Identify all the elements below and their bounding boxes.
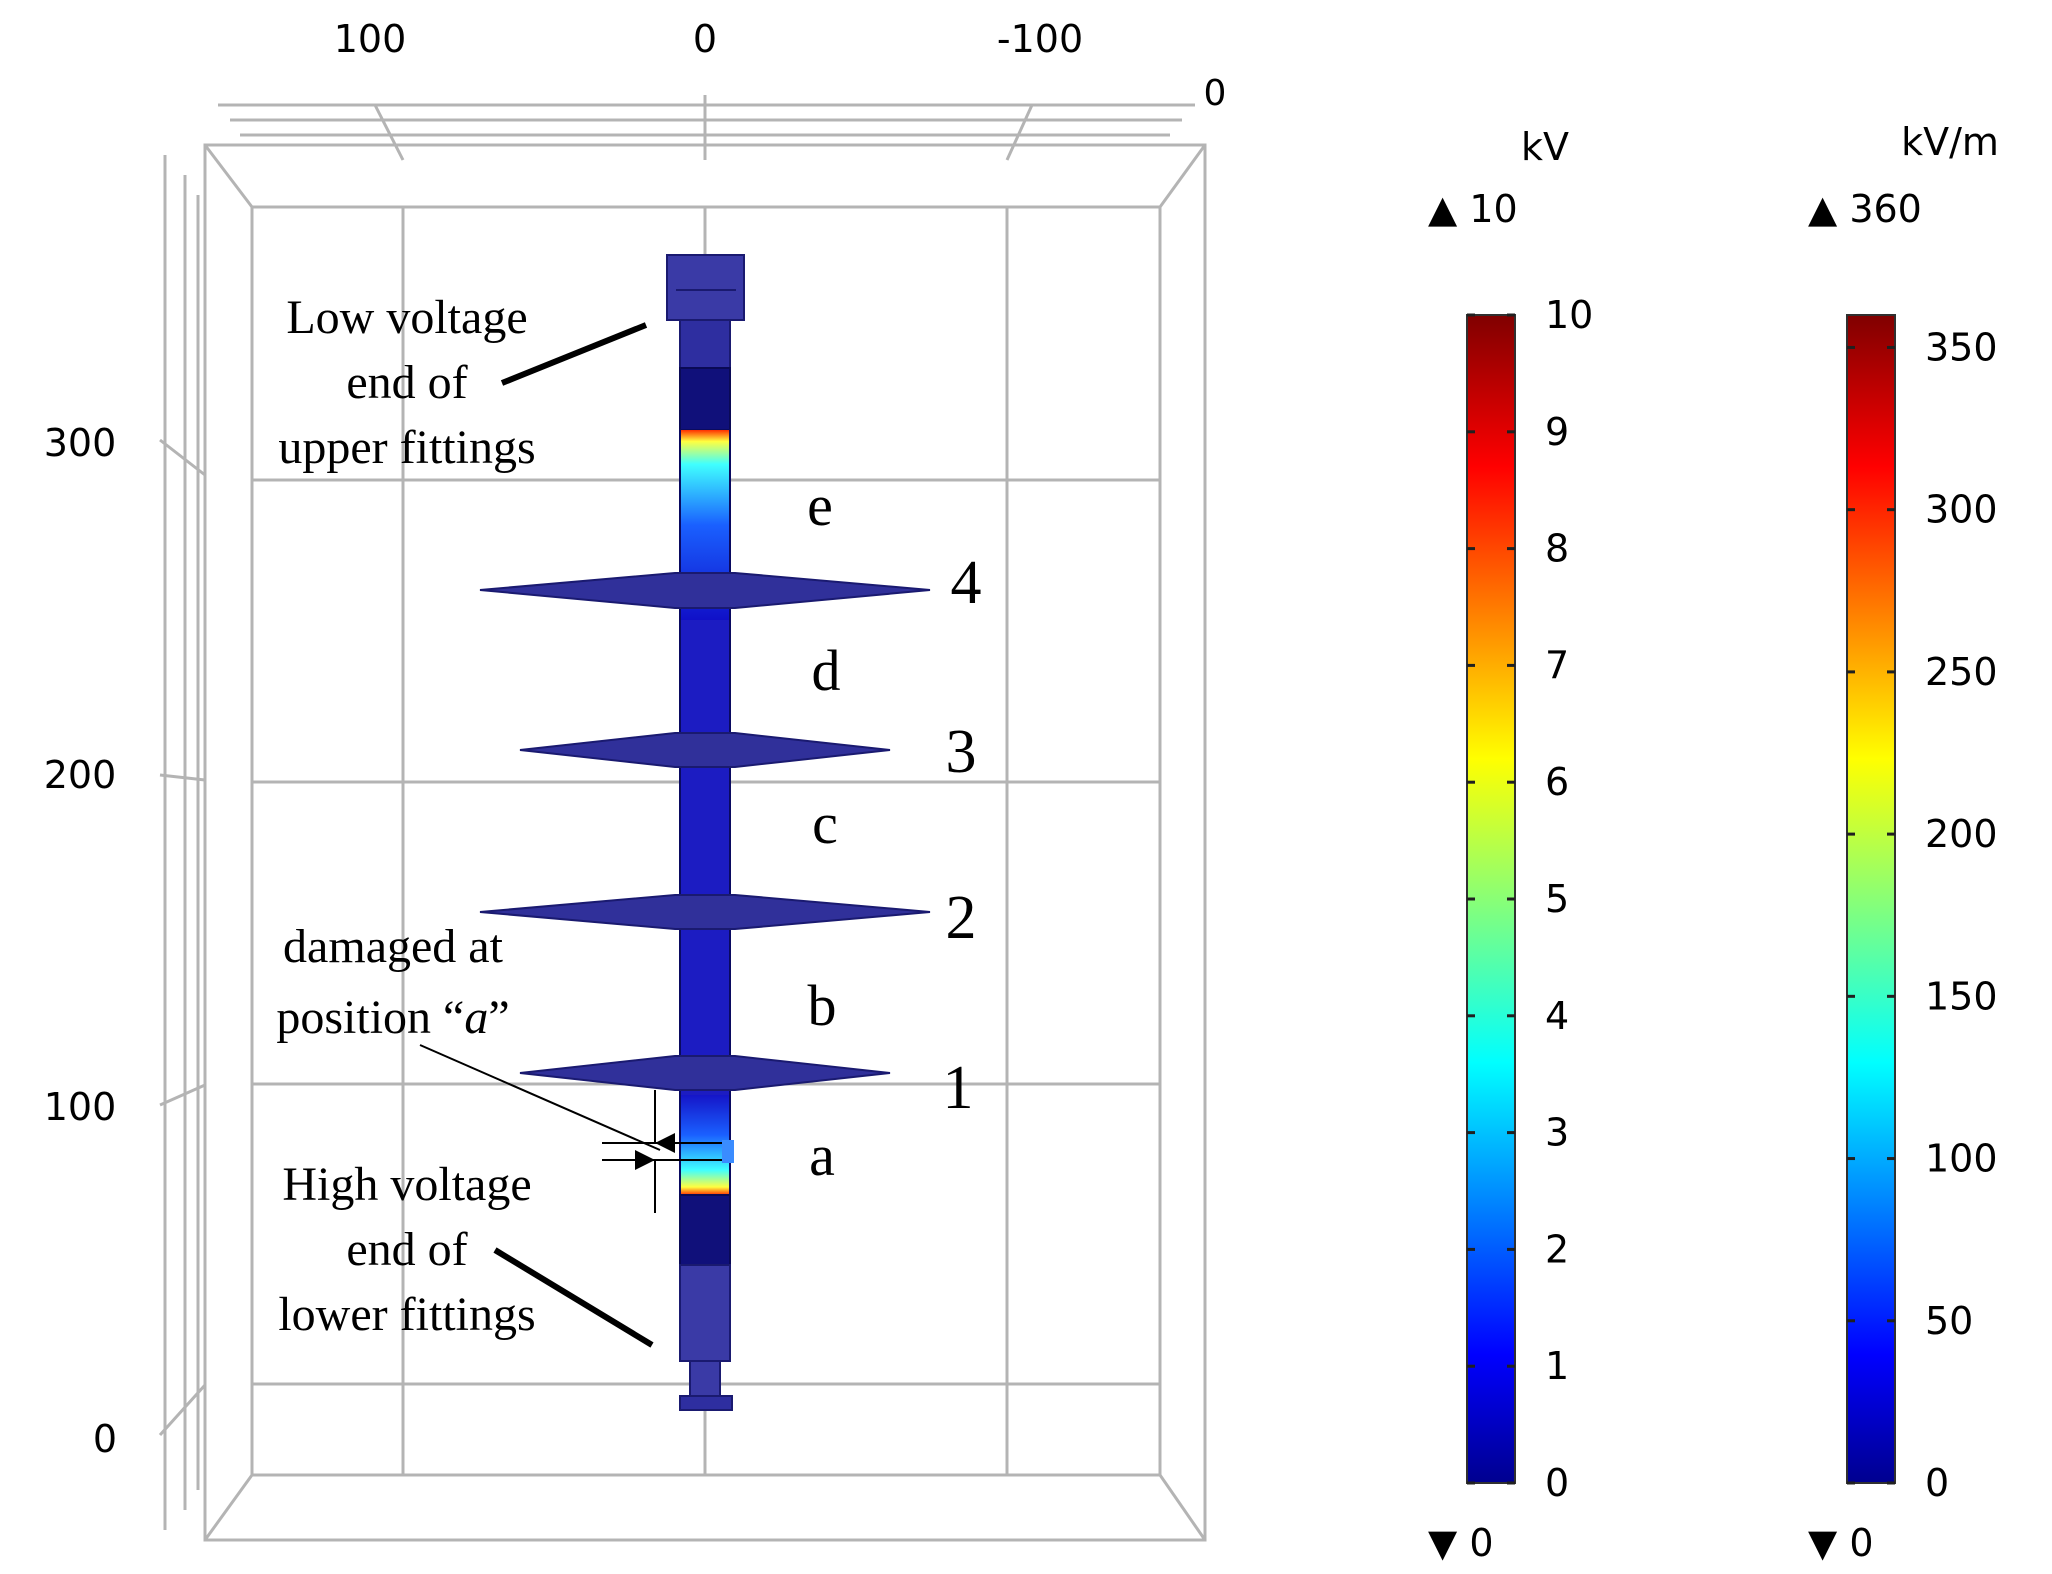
sheds — [479, 572, 931, 1091]
colorbar-tick-label: 9 — [1545, 410, 1569, 454]
colorbar-field-ticks: 350 300 250 200 150 100 50 0 — [1847, 325, 1998, 1505]
insulator-model — [479, 254, 931, 1411]
top-axis-tick — [1005, 104, 1034, 161]
colorbar-tick-label: 150 — [1925, 974, 1998, 1018]
colorbar-tick-label: 7 — [1545, 643, 1569, 687]
lower-fitting-base — [679, 1395, 733, 1411]
colorbar-tick-label: 50 — [1925, 1299, 1973, 1343]
annotation-damaged-line2: position “a” — [276, 991, 509, 1044]
low-voltage-leader — [500, 322, 648, 386]
shed-3 — [519, 732, 891, 768]
annotation-high-voltage-line1: High voltage — [282, 1158, 531, 1211]
annotation-high-voltage-line3: lower fittings — [278, 1288, 535, 1341]
left-axis-tick — [159, 773, 206, 782]
colorbar-tick-label: 250 — [1925, 650, 1998, 694]
damaged-leader — [419, 1044, 661, 1151]
annotation-damaged-line1: damaged at — [283, 920, 504, 973]
segment-label-e: e — [807, 473, 833, 538]
damage-marker — [602, 1090, 730, 1213]
colorbar-field-unit: kV/m — [1901, 120, 1999, 164]
left-axis-tick-label: 200 — [44, 753, 117, 797]
shed-label-2: 2 — [946, 884, 977, 952]
top-axis-tick-label: -100 — [997, 17, 1083, 61]
lower-fitting-body — [679, 1194, 731, 1266]
colorbar-tick-label: 5 — [1545, 877, 1569, 921]
left-axis-tick-label: 300 — [44, 421, 117, 465]
upper-fitting-neck — [679, 319, 731, 369]
colorbar-tick-label: 200 — [1925, 812, 1998, 856]
segment-label-b: b — [808, 973, 837, 1038]
top-axis — [218, 95, 1195, 161]
segment-label-c: c — [812, 791, 838, 856]
colorbar-field-min-marker: ▼ 0 — [1808, 1521, 1874, 1565]
damaged-annotation: damaged at position “a” — [276, 920, 661, 1151]
top-axis-corner-label: 0 — [1204, 73, 1227, 114]
shed-label-3: 3 — [946, 718, 977, 786]
shed-label-4: 4 — [951, 549, 982, 617]
colorbar-tick-label: 350 — [1925, 325, 1998, 369]
colorbar-field: kV/m ▲ 360 350 300 250 200 150 100 50 0 ▼ 0 — [1808, 120, 1999, 1565]
left-axis-tick — [158, 1383, 207, 1437]
lower-field-glow — [681, 1095, 729, 1195]
left-axis-tick-label: 0 — [93, 1417, 117, 1461]
annotation-high-voltage-line2: end of — [346, 1223, 467, 1276]
annotation-low-voltage-line2: end of — [346, 356, 467, 409]
colorbar-tick-label: 0 — [1545, 1461, 1569, 1505]
colorbar-tick-label: 300 — [1925, 488, 1998, 532]
left-axis-tick-label: 100 — [44, 1085, 117, 1129]
colorbar-tick-label: 3 — [1545, 1111, 1569, 1155]
shed-2 — [479, 894, 931, 930]
colorbar-field-gradient — [1846, 314, 1896, 1484]
shed-1 — [519, 1055, 891, 1091]
left-axis-tick — [159, 1083, 206, 1107]
top-axis-tick-label: 0 — [693, 17, 717, 61]
colorbar-tick-label: 0 — [1925, 1461, 1949, 1505]
shed-4 — [479, 572, 931, 609]
colorbar-tick-label: 8 — [1545, 527, 1569, 571]
high-voltage-annotation: High voltage end of lower fittings — [278, 1158, 654, 1348]
upper-fitting-cap — [666, 254, 745, 321]
colorbar-field-max-marker: ▲ 360 — [1808, 187, 1922, 231]
colorbar-tick-label: 10 — [1545, 293, 1593, 337]
colorbar-tick-label: 4 — [1545, 994, 1569, 1038]
upper-fitting-body — [679, 367, 731, 431]
annotation-low-voltage-line3: upper fittings — [278, 421, 535, 474]
shed-label-1: 1 — [943, 1054, 974, 1122]
colorbar-voltage-unit: kV — [1521, 125, 1569, 169]
low-voltage-annotation: Low voltage end of upper fittings — [278, 291, 648, 474]
lower-fitting-neck — [679, 1264, 731, 1362]
segment-label-a: a — [809, 1123, 835, 1188]
box-edge — [1158, 144, 1207, 208]
colorbar-tick-label: 2 — [1545, 1227, 1569, 1271]
top-axis-tick — [373, 104, 405, 161]
colorbar-tick-label: 100 — [1925, 1137, 1998, 1181]
box-edge — [1158, 1474, 1207, 1541]
left-axis — [158, 155, 207, 1530]
colorbar-tick-label: 6 — [1545, 760, 1569, 804]
box-edge — [203, 1474, 254, 1541]
annotation-low-voltage-line1: Low voltage — [286, 291, 527, 344]
box-edge — [203, 144, 254, 208]
high-voltage-leader — [493, 1247, 654, 1348]
colorbar-voltage-max-marker: ▲ 10 — [1428, 187, 1518, 231]
segment-label-d: d — [812, 638, 841, 703]
left-axis-tick — [159, 438, 206, 477]
colorbar-voltage-min-marker: ▼ 0 — [1428, 1521, 1494, 1565]
colorbar-tick-label: 1 — [1545, 1344, 1569, 1388]
top-axis-tick-label: 100 — [334, 17, 407, 61]
